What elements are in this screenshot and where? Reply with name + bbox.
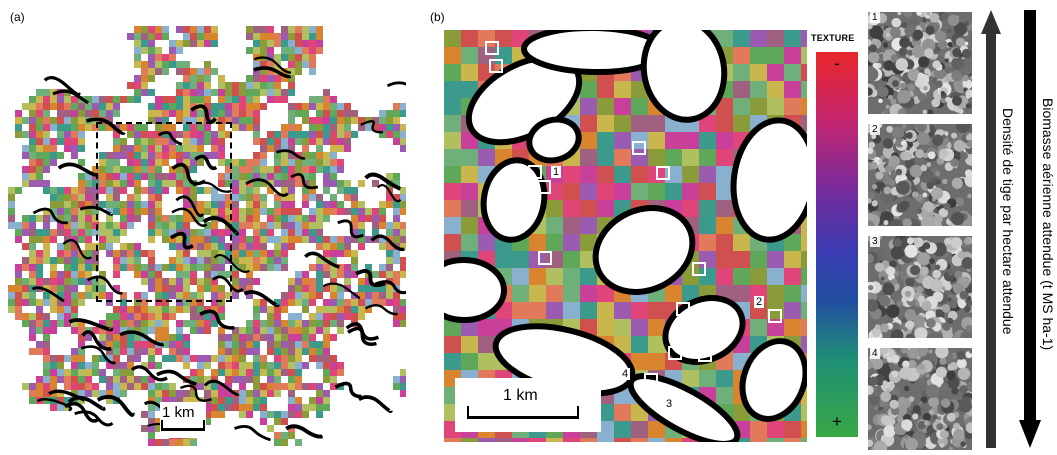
scale-bar-a: 1 km: [160, 402, 206, 438]
site-label-4: 4: [620, 368, 631, 380]
site-label-3: 3: [664, 398, 675, 410]
sample-marker: [538, 251, 552, 265]
scale-bar-a-label: 1 km: [162, 404, 195, 421]
site-label-1: 1: [551, 166, 562, 178]
sample-marker: [714, 328, 728, 342]
panel-a-label: (a): [10, 10, 25, 24]
sample-marker: [768, 309, 782, 323]
sample-marker: [489, 59, 503, 73]
sample-marker: [670, 405, 684, 419]
texture-map-overview: [8, 26, 406, 446]
colorbar-bottom-label: +: [832, 412, 842, 431]
sample-marker: [537, 180, 551, 194]
scale-bar-b-label: 1 km: [503, 387, 538, 404]
zoom-region-box: [96, 122, 232, 302]
sample-marker: [632, 141, 646, 155]
thumbnail-3-number: 3: [870, 236, 880, 247]
panel-b-label: (b): [430, 10, 445, 24]
sample-marker: [528, 165, 542, 179]
thumbnail-4-number: 4: [870, 348, 880, 359]
colorbar-top-label: -: [834, 54, 840, 73]
thumbnail-1-number: 1: [870, 12, 880, 23]
texture-colorbar: [816, 52, 858, 437]
canopy-thumbnail-2: 2: [868, 124, 972, 226]
sample-marker: [656, 166, 670, 180]
canopy-thumbnail-1: 1: [868, 12, 972, 114]
sample-marker: [644, 373, 658, 387]
thumbnail-2-number: 2: [870, 124, 880, 135]
scale-bar-a-line: [161, 428, 205, 431]
sample-marker: [692, 262, 706, 276]
site-label-2: 2: [754, 296, 765, 308]
sample-marker: [668, 346, 682, 360]
biomass-arrow: [1019, 10, 1041, 448]
canopy-thumbnail-3: 3: [868, 236, 972, 338]
scale-bar-b: 1 km: [455, 378, 601, 432]
sample-marker: [676, 302, 690, 316]
stem-density-arrow: [981, 10, 1001, 448]
sample-marker: [698, 348, 712, 362]
stem-density-label: Densité de tige par hectare attendue: [1000, 108, 1016, 335]
colorbar-title: TEXTURE: [811, 33, 855, 43]
canopy-thumbnail-4: 4: [868, 348, 972, 450]
sample-marker: [485, 41, 499, 55]
biomass-label: Biomasse aérienne attendue (t MS ha-1): [1040, 98, 1056, 351]
